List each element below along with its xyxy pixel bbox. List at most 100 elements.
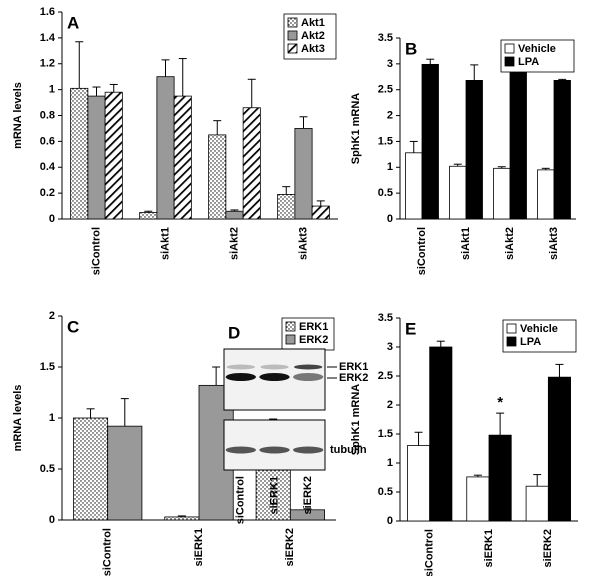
band	[259, 373, 290, 381]
y-tick-label: 2	[387, 109, 393, 121]
y-tick-label: 0.5	[378, 486, 393, 498]
bar	[553, 80, 571, 220]
bar	[407, 445, 431, 522]
bar	[277, 194, 296, 220]
legend-swatch	[287, 30, 298, 41]
y-tick-label: 1.4	[40, 32, 56, 44]
bar	[173, 95, 192, 220]
bar	[242, 107, 261, 220]
panel-letter: E	[405, 319, 416, 338]
x-tick-label: siERK2	[302, 476, 314, 515]
bar	[547, 376, 571, 522]
bar	[466, 476, 490, 522]
bar	[107, 425, 143, 521]
bar	[493, 167, 511, 220]
band	[226, 364, 255, 370]
x-tick-label: siAkt1	[460, 227, 472, 260]
band	[294, 364, 323, 370]
bar	[73, 417, 109, 521]
y-tick-label: 1	[387, 161, 393, 173]
y-tick-label: 2.5	[378, 84, 393, 96]
legend-label: Akt1	[301, 17, 325, 29]
x-tick-label: siControl	[235, 476, 247, 524]
bar	[537, 169, 555, 220]
bar	[294, 128, 313, 220]
y-tick-label: 0	[49, 514, 55, 526]
y-tick-label: 1	[49, 84, 55, 96]
bar	[225, 210, 244, 220]
y-tick-label: 0.8	[40, 109, 55, 121]
x-tick-label: siAkt1	[159, 227, 171, 260]
legend-swatch	[285, 321, 296, 332]
y-tick-label: 2	[49, 310, 55, 322]
y-axis-label: SphK1 mRNA	[350, 93, 362, 165]
x-tick-label: siAkt2	[228, 227, 240, 260]
y-tick-label: 0.6	[40, 135, 55, 147]
bar	[70, 87, 89, 220]
bar	[87, 95, 106, 220]
bar	[208, 134, 227, 220]
panel-letter: B	[405, 39, 417, 58]
bar	[488, 434, 512, 522]
y-tick-label: 0.5	[378, 187, 393, 199]
legend-swatch	[287, 43, 298, 54]
bar	[405, 152, 423, 220]
y-tick-label: 2.5	[378, 370, 393, 382]
x-tick-label: siControl	[102, 528, 114, 576]
legend-swatch	[506, 336, 517, 347]
band	[225, 446, 256, 454]
y-tick-label: 1	[387, 457, 393, 469]
y-tick-label: 1	[49, 412, 55, 424]
band	[260, 364, 289, 370]
y-axis-label: SphK1 mRNA	[350, 384, 362, 456]
band-label: ERK2	[339, 372, 368, 384]
bar	[465, 80, 483, 220]
x-tick-label: siAkt3	[297, 227, 309, 260]
y-tick-label: 3.5	[378, 312, 393, 324]
band	[293, 373, 324, 381]
legend-swatch	[287, 17, 298, 28]
bar	[104, 91, 123, 220]
legend-label: ERK1	[299, 321, 328, 333]
x-tick-label: siERK2	[542, 529, 554, 568]
legend-label: LPA	[520, 336, 541, 348]
bar	[139, 212, 158, 220]
x-tick-label: siERK1	[268, 476, 280, 515]
y-tick-label: 1.5	[40, 361, 55, 373]
band	[293, 446, 324, 454]
band	[259, 446, 290, 454]
bar	[164, 516, 200, 521]
annotation: *	[497, 394, 503, 411]
band-label: ERK1	[339, 361, 368, 373]
x-tick-label: siControl	[424, 529, 436, 576]
legend-label: Vehicle	[520, 323, 558, 335]
panel-letter: A	[67, 13, 79, 32]
y-tick-label: 1.2	[40, 58, 55, 70]
legend-swatch	[504, 43, 515, 54]
blot-tubulin	[223, 419, 326, 471]
x-tick-label: siERK1	[193, 528, 205, 567]
y-tick-label: 0.2	[40, 187, 55, 199]
legend-swatch	[285, 334, 296, 345]
legend-label: Vehicle	[518, 43, 556, 55]
y-tick-label: 0.5	[40, 463, 55, 475]
panel-letter: D	[228, 323, 240, 342]
x-tick-label: siERK1	[483, 529, 495, 568]
x-tick-label: siControl	[416, 227, 428, 275]
x-tick-label: siAkt2	[504, 227, 516, 260]
legend-label: LPA	[518, 56, 539, 68]
y-tick-label: 3	[387, 341, 393, 353]
legend-swatch	[506, 323, 517, 334]
bar	[311, 205, 330, 220]
bar	[525, 485, 549, 522]
y-tick-label: 3	[387, 58, 393, 70]
bar	[429, 346, 453, 522]
bar	[421, 63, 439, 220]
loading-label: tubulin	[330, 444, 367, 456]
y-axis-label: mRNA levels	[12, 82, 24, 149]
y-tick-label: 0.4	[40, 161, 56, 173]
y-tick-label: 2	[387, 399, 393, 411]
y-axis-label: mRNA levels	[12, 385, 24, 452]
y-tick-label: 1.5	[378, 428, 393, 440]
